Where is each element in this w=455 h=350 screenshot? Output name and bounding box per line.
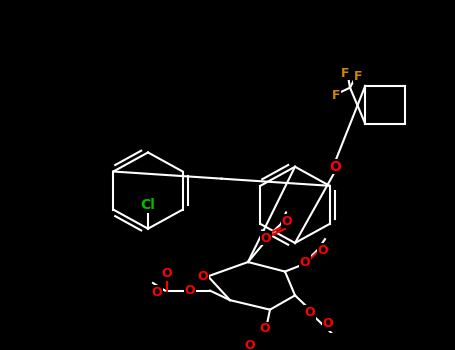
Text: O: O [318,244,329,257]
Text: F: F [354,70,362,83]
Text: O: O [245,340,255,350]
Text: O: O [197,270,208,283]
Text: O: O [329,160,341,174]
Text: F: F [341,67,349,80]
Text: O: O [300,256,310,268]
Text: Cl: Cl [141,198,156,212]
Text: O: O [305,306,315,319]
Text: O: O [185,284,195,297]
Text: F: F [332,89,340,102]
Text: O: O [162,267,172,280]
Text: O: O [282,215,292,228]
Text: O: O [152,286,162,299]
Text: O: O [260,322,270,335]
Text: O: O [323,317,334,330]
Text: O: O [261,232,271,245]
